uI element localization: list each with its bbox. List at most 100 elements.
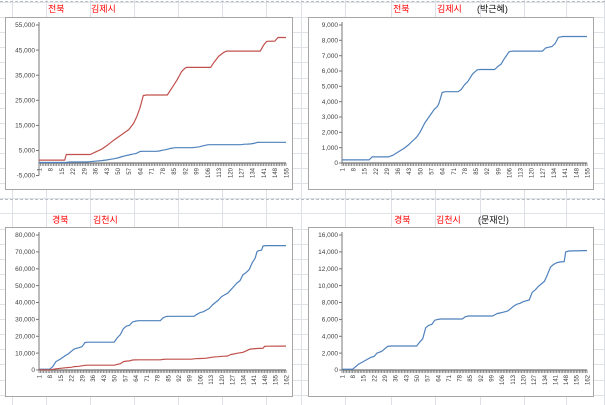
cell-city-4[interactable]: 김천시 [436,215,461,225]
x-axis-label: 43 [105,167,111,174]
chart-2-candidate[interactable]: 0 1,000 2,000 3,000 4,000 5,000 6,000 7,000 8,00… [308,17,594,190]
x-axis-label: 36 [394,374,400,381]
chart-1-pair[interactable]: -5,000 5,000 15,000 25,000 35,000 45,000 55,00… [5,17,293,190]
x-axis-label: 57 [127,167,133,174]
x-axis-label: 155 [274,374,280,385]
x-axis-label: 78 [463,167,469,174]
cell-candidate-2[interactable]: (박근혜) [477,4,508,14]
x-axis-label: 92 [183,167,189,174]
y-axis-label: 0 [334,160,338,167]
x-axis-label: 155 [284,167,290,178]
grid-row-line [0,258,605,260]
x-axis-label: 92 [485,167,491,174]
x-axis-label: 148 [574,167,580,178]
cell-city-1[interactable]: 김제시 [91,4,116,14]
grid-column-line [301,0,302,405]
grid-row-line [0,319,605,321]
x-axis-label: 85 [468,374,474,381]
grid-row-line [0,364,605,366]
chart-4-candidate[interactable]: 0 2,000 4,000 6,000 8,000 10,000 12,000 14,000 1… [308,227,594,397]
grid-column-line [46,0,47,405]
x-axis-label: 78 [161,167,167,174]
y-axis-label: 9,000 [322,22,339,29]
x-axis-label: 1 [37,374,43,378]
grid-row-line [0,62,605,64]
cell-region-2[interactable]: 전북 [393,4,410,14]
cell-candidate-4[interactable]: (문재인) [478,215,509,225]
x-axis-label: 43 [102,374,108,381]
y-axis-label: 0 [31,367,35,374]
grid-row-line [0,304,605,305]
y-axis-label: 8,000 [322,300,339,307]
x-axis-label: 29 [385,167,391,174]
grid-row-line [0,32,605,34]
x-axis-label: 43 [407,167,413,174]
cell-city-2[interactable]: 김제시 [437,4,462,14]
x-axis-label: 36 [91,374,97,381]
y-axis-label: 20,000 [15,334,35,341]
series-line-blue-series [342,35,587,161]
x-axis-label: 29 [82,167,88,174]
x-axis-label: 113 [519,167,525,177]
y-axis-label: 4,000 [322,99,339,106]
x-axis-ticks [341,370,588,373]
grid-row-line [0,137,605,139]
grid-row-line [0,153,605,154]
y-axis-label: 4,000 [322,334,339,341]
y-axis-label: 6,000 [322,68,339,75]
x-axis-label: 113 [209,374,215,384]
x-axis-label: 148 [564,374,570,385]
grid-column-line [435,0,436,405]
series-line-red-series [39,36,286,161]
y-axis-label: 10,000 [318,283,338,290]
y-axis-label: 12,000 [318,266,338,273]
series-line-blue-series [342,250,587,370]
x-axis-label: 15 [363,167,369,174]
x-axis-label: 8 [352,167,358,171]
grid-column-line [12,0,13,405]
cell-region-4[interactable]: 경북 [394,215,411,225]
grid-row-line [0,107,605,109]
x-axis-label: 155 [575,374,581,385]
x-axis-label: 22 [374,167,380,174]
grid-row-line [0,2,605,3]
grid-row-line [0,213,605,215]
y-axis-label: 8,000 [322,38,339,45]
y-axis-label: 80,000 [15,232,35,239]
y-axis-label: 70,000 [15,249,35,256]
y-axis-label: 40,000 [15,300,35,307]
x-axis-label: 71 [150,167,156,174]
x-axis-label: 106 [500,374,506,385]
grid-column-line [566,0,567,405]
cell-city-3[interactable]: 김천시 [93,215,118,225]
x-axis-label: 106 [206,167,212,178]
grid-row-line [0,349,605,351]
y-axis-label: 5,000 [19,148,36,155]
cell-region-1[interactable]: 전북 [48,4,65,14]
x-axis-label: 64 [138,167,144,174]
grid-row-line [0,198,605,200]
y-axis-label: 2,000 [322,350,339,357]
y-axis-label: 45,000 [15,47,35,54]
chart-3-pair[interactable]: 0 10,000 20,000 30,000 40,000 50,000 60,000 70,… [5,227,293,397]
chart-canvas: 0 10,000 20,000 30,000 40,000 50,000 60,000 70,… [15,232,290,385]
x-axis-label: 50 [415,374,421,381]
x-axis-label: 134 [543,374,549,385]
x-axis-label: 71 [447,374,453,381]
x-axis-label: 85 [166,374,172,381]
x-axis-label: 99 [496,167,502,174]
x-axis-label: 134 [251,167,257,178]
cell-region-3[interactable]: 경북 [52,215,69,225]
x-axis-label: 141 [262,167,268,178]
x-axis-label: 71 [145,374,151,381]
x-axis-label: 22 [71,167,77,174]
x-axis-label: 22 [70,374,76,381]
grid-row-line [0,47,605,49]
grid-row-line [0,17,605,19]
grid-column-line [345,0,346,405]
x-axis-label: 148 [273,167,279,178]
page-break-line [0,199,605,200]
grid-column-line [222,0,223,405]
y-axis-label: 2,000 [322,130,339,137]
